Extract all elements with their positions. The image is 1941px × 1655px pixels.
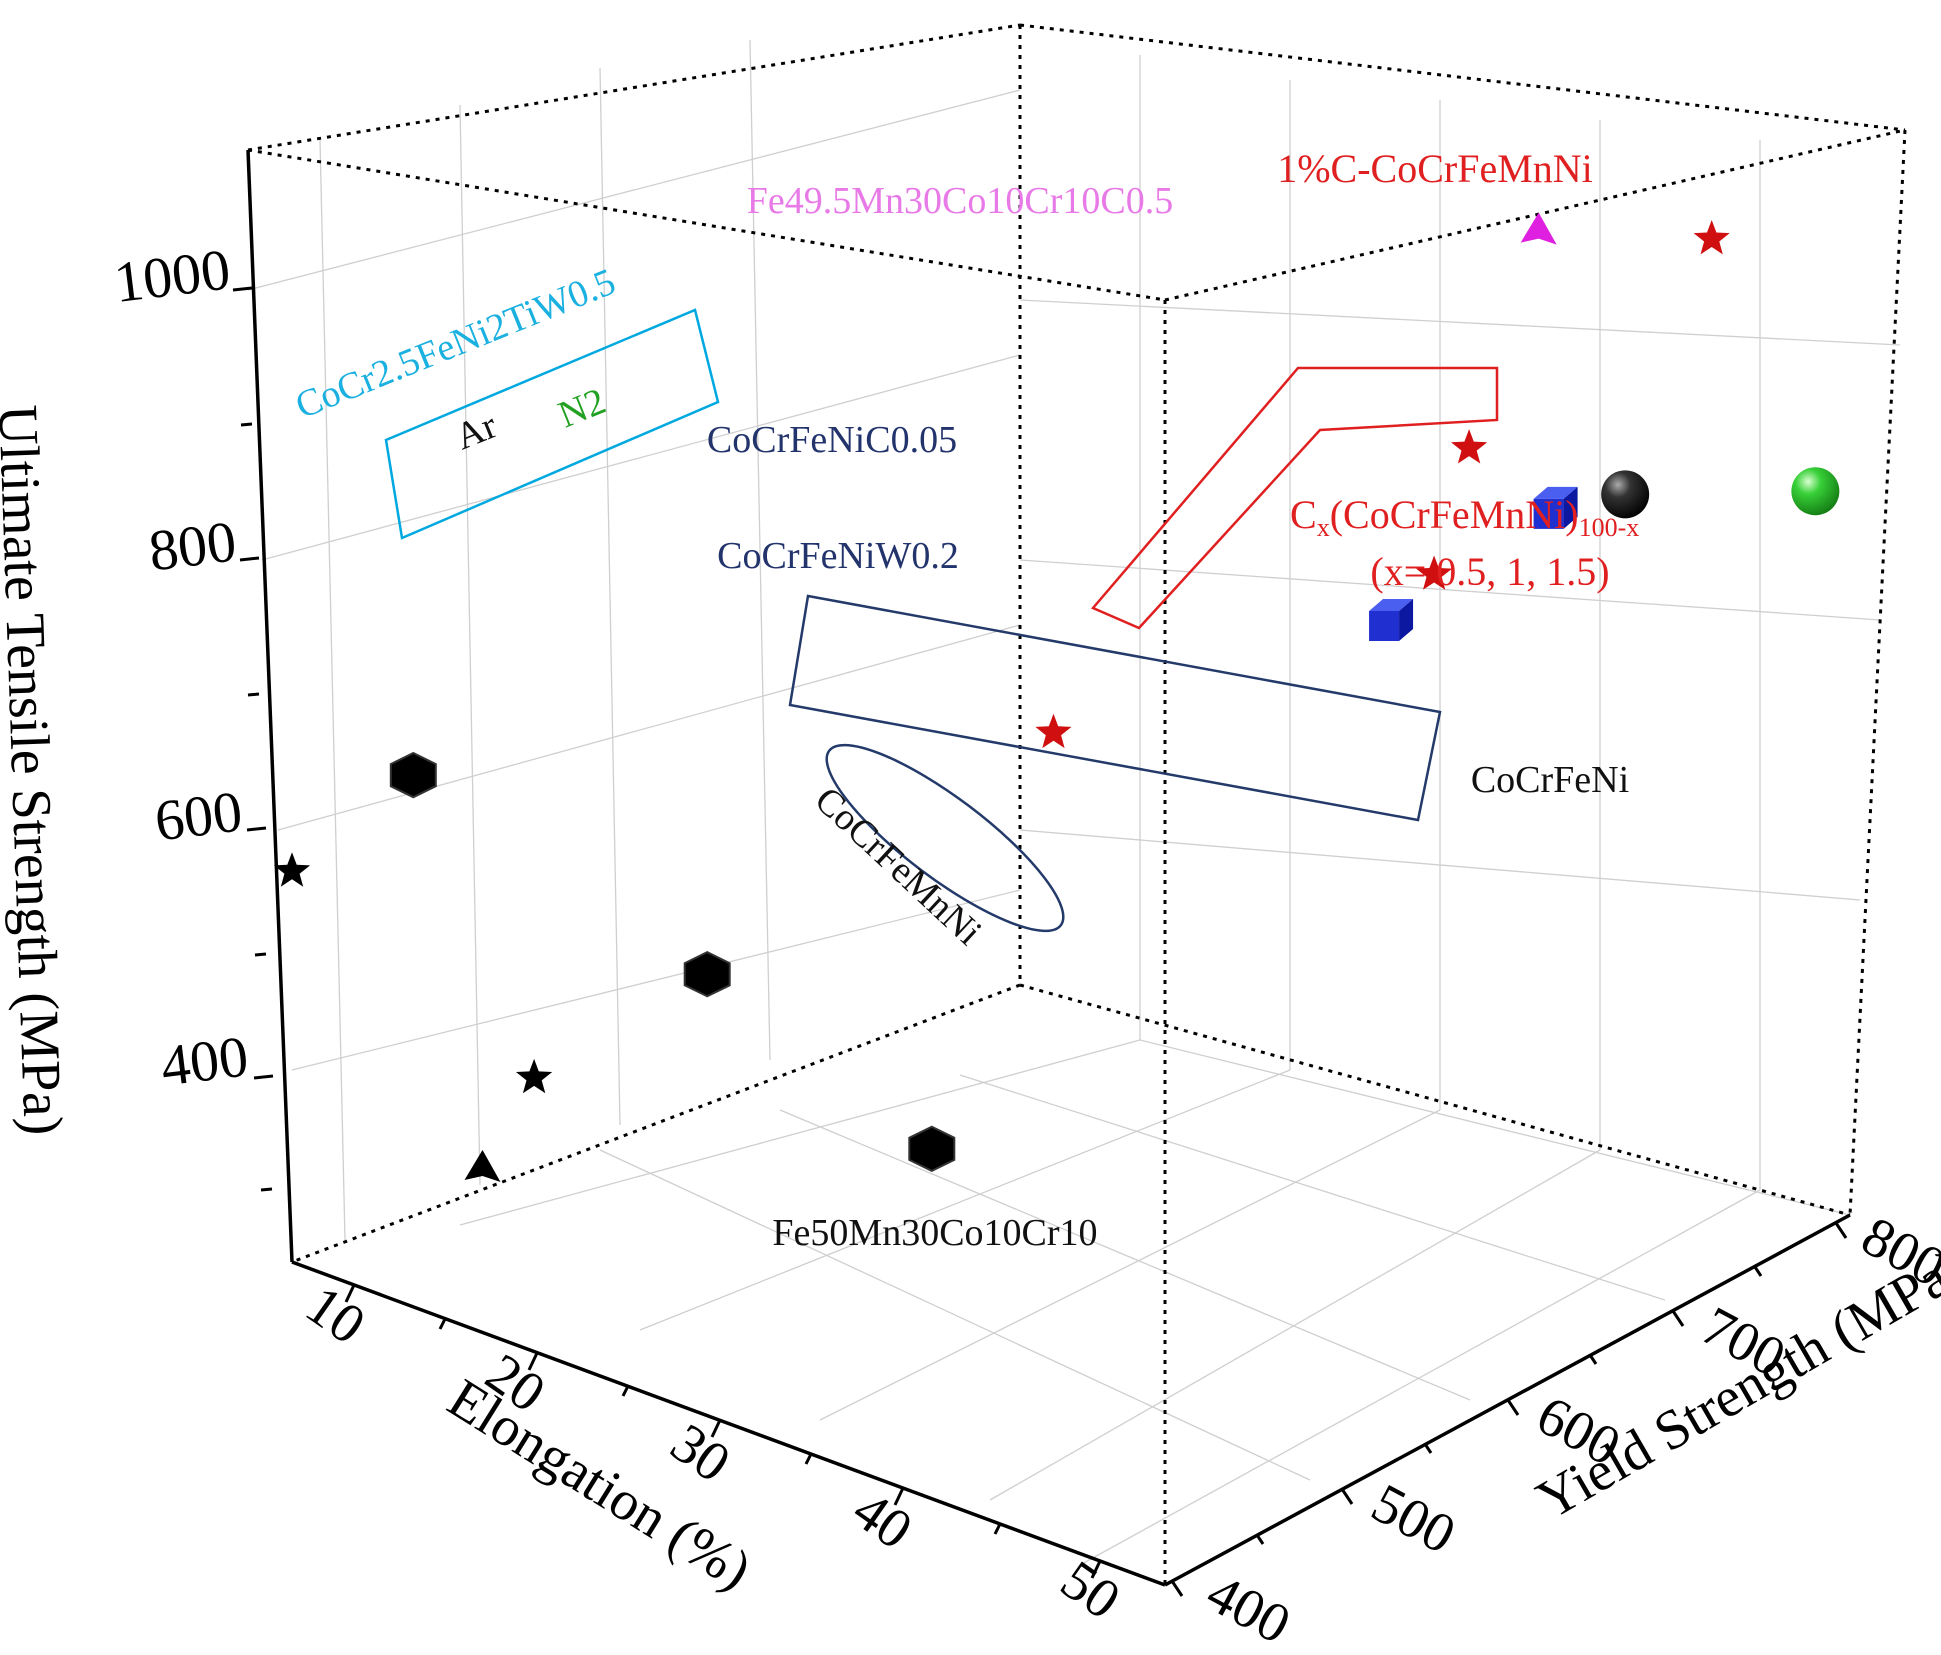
x-axis-title: Elongation (%) [437,1367,761,1602]
label-cocrfenic005: CoCrFeNiC0.05 [707,419,957,461]
point-star [1035,713,1072,749]
label-cocrfeniw02: CoCrFeNiW0.2 [717,535,959,577]
point-cube [1533,486,1578,529]
point-star [273,852,311,887]
z-axis-title: Ultimate Tensile Strength (MPa) [0,404,74,1136]
label-cx-range: (x= 0.5, 1, 1.5) [1370,549,1609,594]
z-tick-label: 800 [145,508,239,583]
markers [273,212,1840,1183]
cocrfemnni-group-ellipse [825,743,1065,933]
label-cocrfeni: CoCrFeNi [1471,759,1629,801]
point-sphere [1791,467,1840,516]
label-cx-body: (CoCrFeMnNi) [1330,492,1579,537]
point-hexagon [683,950,731,998]
label-cocrfemnni: CoCrFeMnNi [807,779,990,954]
x-axis-ticks [344,1284,1102,1579]
cx-group-box [1090,366,1499,630]
label-cx-c: C [1290,492,1317,537]
point-sphere [1601,470,1650,519]
label-cx-sub-x: x [1317,513,1330,542]
point-star [1451,429,1488,464]
point-star [1416,555,1453,590]
label-cx-sub-100x: 100-x [1579,513,1640,542]
label-fe50: Fe50Mn30Co10Cr10 [772,1212,1097,1254]
x-tick-label: 10 [295,1274,376,1357]
point-hexagon [908,1125,956,1173]
label-n2: N2 [553,380,612,436]
label-1pct: 1%C-CoCrFeMnNi [1277,146,1593,191]
x-tick-label: 50 [1050,1549,1131,1632]
point-star [1693,220,1730,255]
point-pyramid [1520,212,1557,245]
axes-box [246,23,1907,1587]
z-tick-label: 1000 [111,236,234,315]
label-cx: Cx(CoCrFeMnNi)100-x [1290,492,1639,542]
point-star [516,1058,553,1094]
y-axis-tick-labels: 400 500 600 700 800 [1197,1205,1941,1655]
grid-lines [247,39,1901,1566]
y-tick-label: 500 [1362,1472,1465,1566]
cocrfeni-group-box [788,594,1442,822]
point-pyramid [464,1150,501,1183]
y-axis-title: Yield Strength (MPa) [1527,1237,1941,1532]
point-hexagon [389,751,437,799]
z-axis-ticks [232,286,274,1192]
z-tick-label: 600 [151,778,245,853]
group-outlines [384,308,1499,933]
cocr-group-box [384,308,720,540]
y-tick-label: 400 [1197,1562,1300,1655]
label-ar: Ar [450,404,503,458]
label-fe495: Fe49.5Mn30Co10Cr10C0.5 [747,180,1173,222]
z-tick-label: 400 [157,1023,251,1098]
point-cube [1369,598,1414,641]
y-axis-ticks [1170,1222,1848,1597]
z-axis-tick-labels: 1000 800 600 400 [111,236,252,1098]
